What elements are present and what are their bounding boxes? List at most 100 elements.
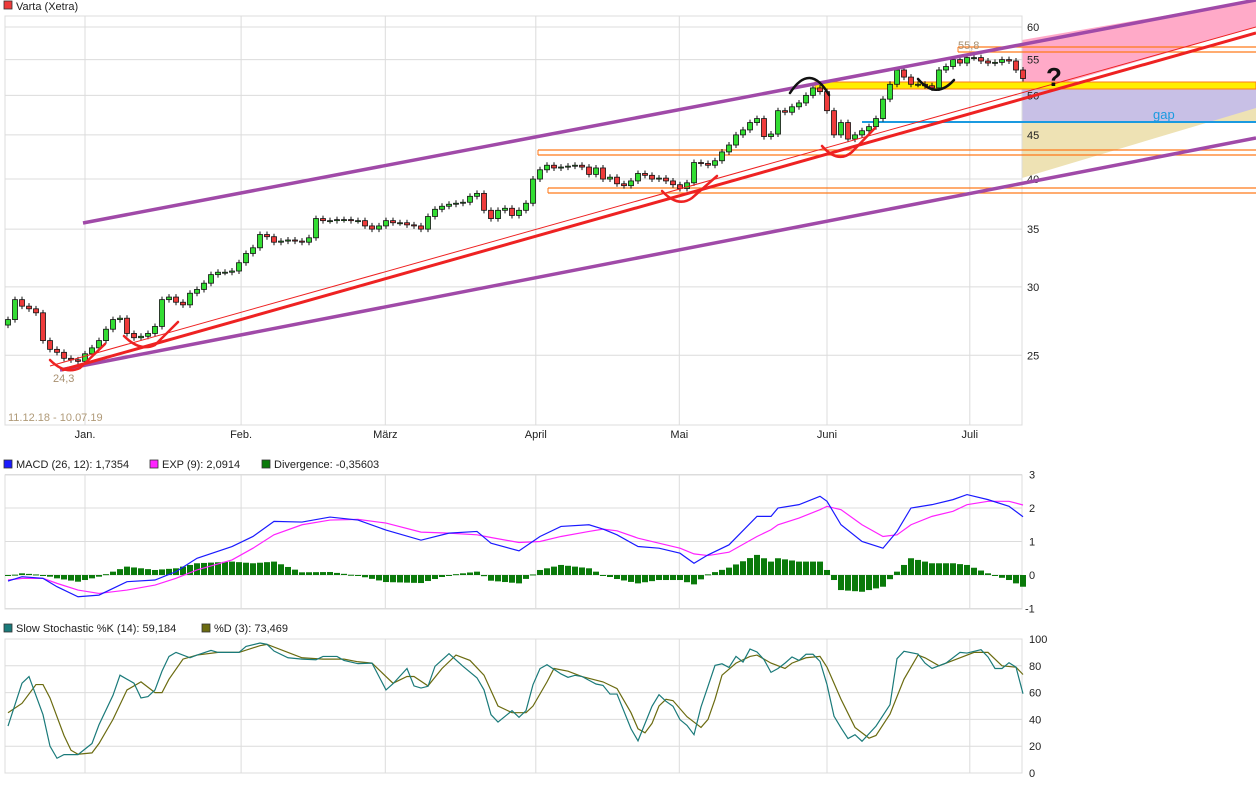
divergence-bar [873, 575, 879, 589]
candle-body [1013, 60, 1019, 71]
divergence-bar [537, 569, 543, 575]
candle-body [411, 224, 417, 227]
candle-body [537, 169, 543, 180]
divergence-bar [341, 573, 347, 575]
candle-body [761, 118, 767, 137]
candle-body [817, 87, 823, 93]
exp-legend: EXP (9): 2,0914 [162, 459, 240, 471]
candle-body [334, 219, 340, 222]
divergence-bar [691, 575, 697, 585]
divergence-bar [425, 575, 431, 582]
candle-body [649, 174, 655, 180]
divergence-bar [768, 561, 774, 575]
candle-body [999, 59, 1005, 63]
stoch-d-legend-swatch [201, 623, 211, 633]
divergence-bar [978, 570, 984, 575]
divergence-bar [124, 566, 130, 575]
divergence-bar [936, 563, 942, 575]
candle-body [215, 271, 221, 276]
macd-legend-swatch [3, 459, 13, 469]
hand-drawn-marks [48, 76, 956, 372]
macd-tick-label: 1 [1029, 537, 1035, 549]
candle-body [390, 220, 396, 224]
candle-body [425, 216, 431, 230]
divergence-bar [502, 575, 508, 583]
price-tick-label: 25 [1027, 350, 1039, 362]
divergence-bar [523, 575, 529, 579]
divergence-bar [915, 559, 921, 575]
divergence-bar [901, 564, 907, 575]
candle-body [299, 240, 305, 243]
candle-body [866, 126, 872, 132]
candle-body [124, 317, 130, 334]
divergence-bar [516, 575, 522, 584]
stoch-k-legend-swatch [3, 623, 13, 633]
candle-body [5, 319, 11, 326]
month-axis: Jan. Feb. März April Mai Juni Juli [75, 429, 978, 441]
thick-trendline [61, 31, 1256, 372]
divergence-bar [54, 575, 60, 579]
divergence-bar [152, 569, 158, 575]
divergence-bar [348, 574, 354, 576]
divergence-bar [320, 572, 326, 575]
candle-body [915, 83, 921, 86]
divergence-bar [26, 573, 32, 575]
candle-body [467, 195, 473, 203]
low-price-label: 24,3 [53, 373, 74, 385]
candle-body [250, 247, 256, 254]
divergence-bar [327, 571, 333, 575]
candle-body [859, 130, 865, 136]
divergence-bar [243, 562, 249, 575]
macd-legend: MACD (26, 12): 1,7354 [16, 459, 129, 471]
candle-body [670, 180, 676, 186]
candle-body [607, 176, 613, 180]
candle-body [719, 151, 725, 162]
candle-body [495, 209, 501, 219]
candle-body [782, 110, 788, 113]
candle-body [943, 66, 949, 71]
candle-body [103, 328, 109, 341]
divergence-bar [159, 569, 165, 575]
divergence-bar [12, 574, 18, 576]
divergence-bar [509, 575, 515, 583]
macd-tick-label: 3 [1029, 470, 1035, 482]
month-label: Jan. [75, 429, 96, 441]
divergence-bar [740, 561, 746, 575]
candle-body [446, 203, 452, 207]
price-panel: 2530354045505560 Jan.Feb.MärzAprilMaiJun… [3, 0, 1256, 441]
exp-line [7, 500, 1024, 595]
divergence-bar [705, 574, 711, 576]
candlesticks [5, 54, 1026, 365]
divergence-legend-swatch [261, 459, 271, 469]
divergence-bar [656, 575, 662, 581]
divergence-bar [985, 573, 991, 575]
divergence-bar [908, 558, 914, 575]
divergence-bar [1006, 575, 1012, 581]
high-price-label: 55,8 [958, 40, 979, 52]
candle-body [488, 209, 494, 219]
candle-body [278, 240, 284, 243]
divergence-bar [145, 569, 151, 575]
divergence-bar [712, 572, 718, 575]
candle-body [208, 274, 214, 284]
divergence-bar [166, 568, 172, 575]
divergence-bar [775, 558, 781, 575]
divergence-bar [404, 575, 410, 583]
candle-body [551, 164, 557, 169]
divergence-bar [187, 564, 193, 575]
candle-body [775, 110, 781, 135]
divergence-bar [670, 575, 676, 581]
candle-body [747, 122, 753, 131]
candle-body [159, 299, 165, 327]
divergence-bar [649, 575, 655, 582]
divergence-legend: Divergence: -0,35603 [274, 459, 379, 471]
gap-label: gap [1153, 107, 1175, 122]
stochastic-d-line [7, 643, 1024, 755]
candle-body [964, 57, 970, 64]
divergence-bar [880, 575, 886, 587]
candle-body [117, 317, 123, 320]
candle-body [180, 301, 186, 306]
candle-body [516, 209, 522, 216]
divergence-bar [250, 563, 256, 575]
